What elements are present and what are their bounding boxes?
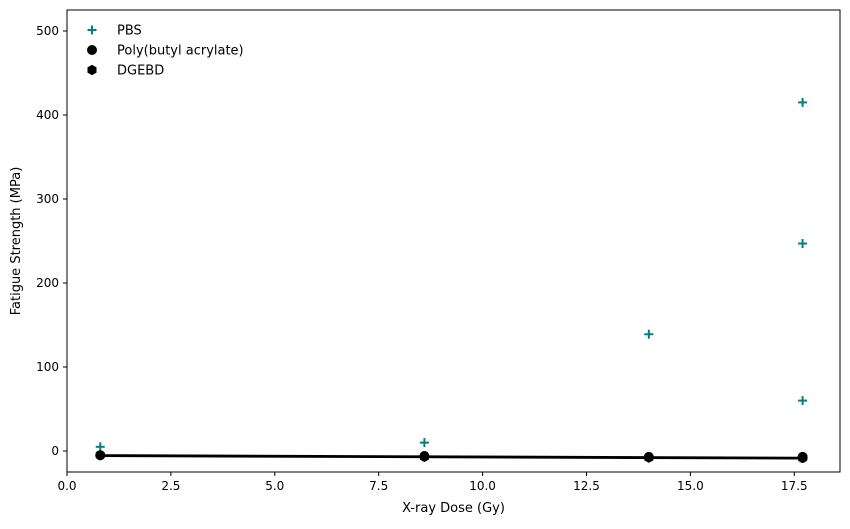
y-tick-label: 500 <box>36 24 59 38</box>
x-axis: 0.0 2.5 5.0 7.5 10.0 12.5 15.0 17.5 <box>57 472 808 493</box>
data-point-series-0 <box>798 97 808 107</box>
x-tick-label: 0.0 <box>57 479 76 493</box>
y-tick-label: 200 <box>36 276 59 290</box>
fit-lines-layer <box>100 454 803 460</box>
y-axis: 0 100 200 300 400 500 <box>36 24 67 458</box>
plot-frame <box>66 9 841 473</box>
data-point-series-2 <box>95 450 105 461</box>
data-point-series-2 <box>798 452 808 463</box>
y-tick-label: 400 <box>36 108 59 122</box>
legend-label: DGEBD <box>117 64 164 79</box>
legend-marker-0 <box>87 25 97 35</box>
data-point-series-0 <box>95 442 105 452</box>
x-tick-label: 7.5 <box>369 479 388 493</box>
legend: PBS Poly(butyl acrylate) DGEBD <box>87 24 244 79</box>
x-tick-label: 2.5 <box>161 479 180 493</box>
x-tick-label: 17.5 <box>781 479 808 493</box>
x-tick-label: 5.0 <box>265 479 284 493</box>
data-point-series-0 <box>798 396 808 406</box>
legend-label: PBS <box>117 24 142 39</box>
points-layer <box>95 97 808 463</box>
x-tick-label: 10.0 <box>469 479 496 493</box>
x-tick-label: 15.0 <box>677 479 704 493</box>
trend-line <box>100 455 803 460</box>
data-point-series-0 <box>644 329 654 339</box>
data-point-series-0 <box>798 239 808 249</box>
data-point-series-2 <box>644 452 654 463</box>
legend-marker-1 <box>87 45 97 55</box>
y-tick-label: 0 <box>51 444 59 458</box>
legend-label: Poly(butyl acrylate) <box>117 44 244 59</box>
legend-marker-2 <box>87 64 97 76</box>
y-tick-label: 300 <box>36 192 59 206</box>
x-tick-label: 12.5 <box>573 479 600 493</box>
y-tick-label: 100 <box>36 360 59 374</box>
y-axis-label: Fatigue Strength (MPa) <box>9 167 24 316</box>
data-point-series-2 <box>419 451 429 463</box>
x-axis-label: X-ray Dose (Gy) <box>402 501 505 516</box>
data-point-series-0 <box>419 438 429 448</box>
